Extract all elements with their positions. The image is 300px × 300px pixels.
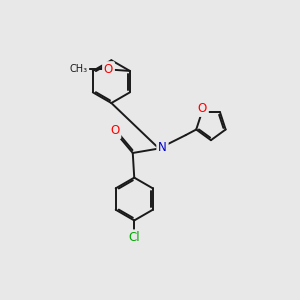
Text: O: O	[198, 102, 207, 115]
Text: N: N	[158, 141, 167, 154]
Text: CH₃: CH₃	[70, 64, 88, 74]
Text: Cl: Cl	[128, 231, 140, 244]
Text: O: O	[104, 63, 113, 76]
Text: O: O	[110, 124, 120, 137]
